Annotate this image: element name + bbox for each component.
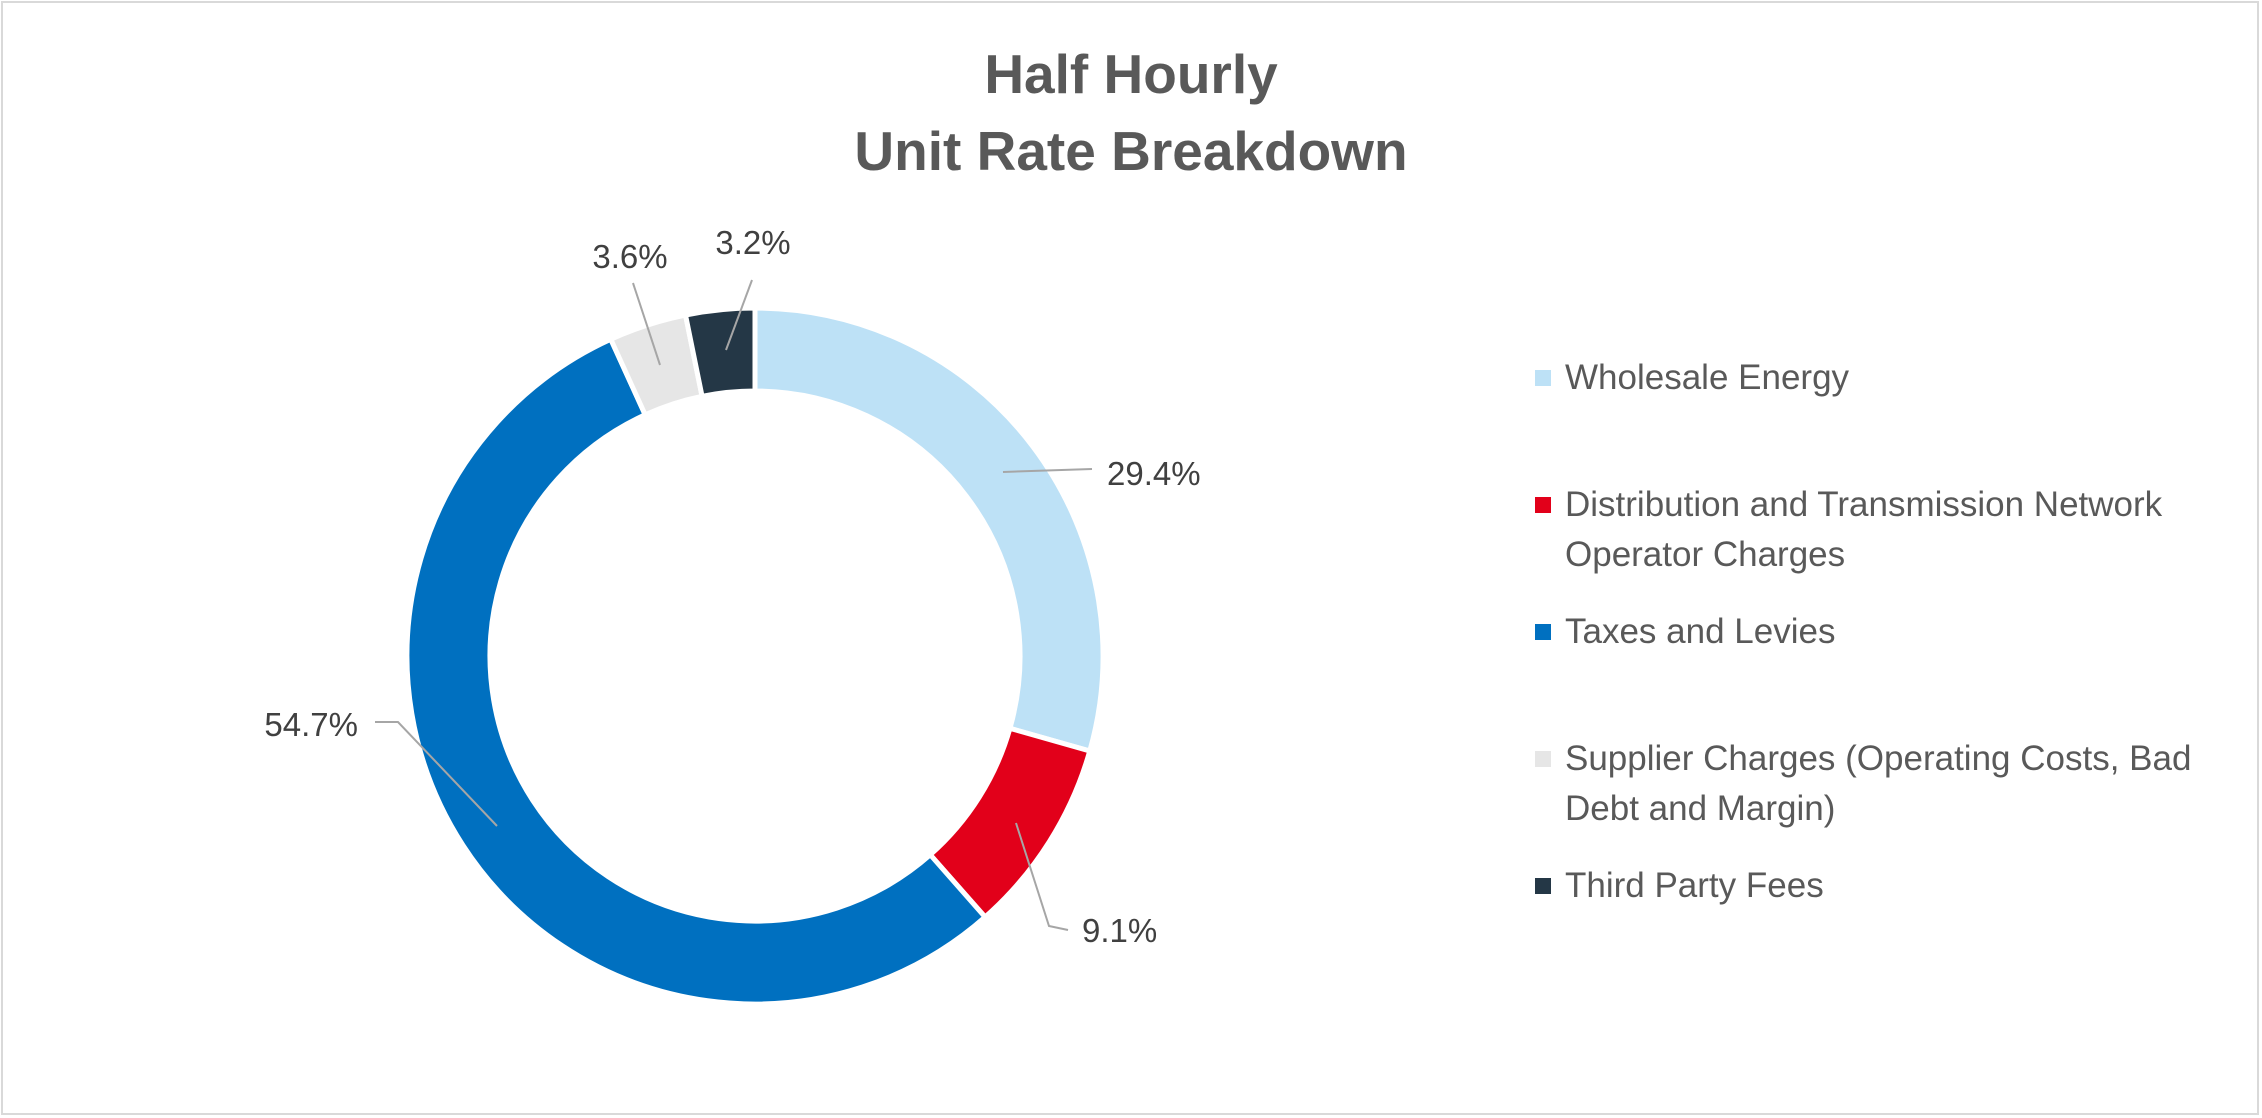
leader-line-network-charges xyxy=(1015,822,1069,931)
legend-swatch-wholesale-energy xyxy=(1535,370,1551,386)
legend-swatch-network-charges xyxy=(1535,497,1551,513)
data-label-wholesale-energy: 29.4% xyxy=(1107,455,1201,492)
legend-swatch-supplier-charges xyxy=(1535,751,1551,767)
legend-label-wholesale-energy: Wholesale Energy xyxy=(1565,358,1850,397)
legend: Wholesale Energy Distribution and Transm… xyxy=(1535,0,2245,1118)
legend-label-third-party-fees: Third Party Fees xyxy=(1565,866,1824,905)
legend-swatch-third-party-fees xyxy=(1535,878,1551,894)
chart-title-line-2: Unit Rate Breakdown xyxy=(854,120,1408,182)
data-label-supplier-charges: 3.6% xyxy=(592,238,667,275)
legend-swatch-taxes-levies xyxy=(1535,624,1551,640)
leader-line-third-party-fees xyxy=(725,279,753,351)
legend-label-supplier-charges: Supplier Charges (Operating Costs, Bad D… xyxy=(1565,739,2192,828)
legend-label-taxes-levies: Taxes and Levies xyxy=(1565,612,1836,651)
data-label-taxes-levies: 54.7% xyxy=(264,706,358,743)
slice-third-party-fees xyxy=(682,305,758,400)
chart-title: Half Hourly Unit Rate Breakdown xyxy=(0,36,2262,190)
slice-taxes-levies xyxy=(404,335,989,1007)
chart-title-line-1: Half Hourly xyxy=(984,43,1278,105)
data-label-third-party-fees: 3.2% xyxy=(715,224,790,261)
leader-line-supplier-charges xyxy=(632,282,661,366)
leader-line-taxes-levies xyxy=(375,721,498,827)
slice-wholesale-energy xyxy=(752,305,1106,755)
legend-label-network-charges: Distribution and Transmission Network Op… xyxy=(1565,485,2163,574)
leader-line-wholesale-energy xyxy=(1002,468,1093,473)
data-label-network-charges: 9.1% xyxy=(1082,912,1157,949)
